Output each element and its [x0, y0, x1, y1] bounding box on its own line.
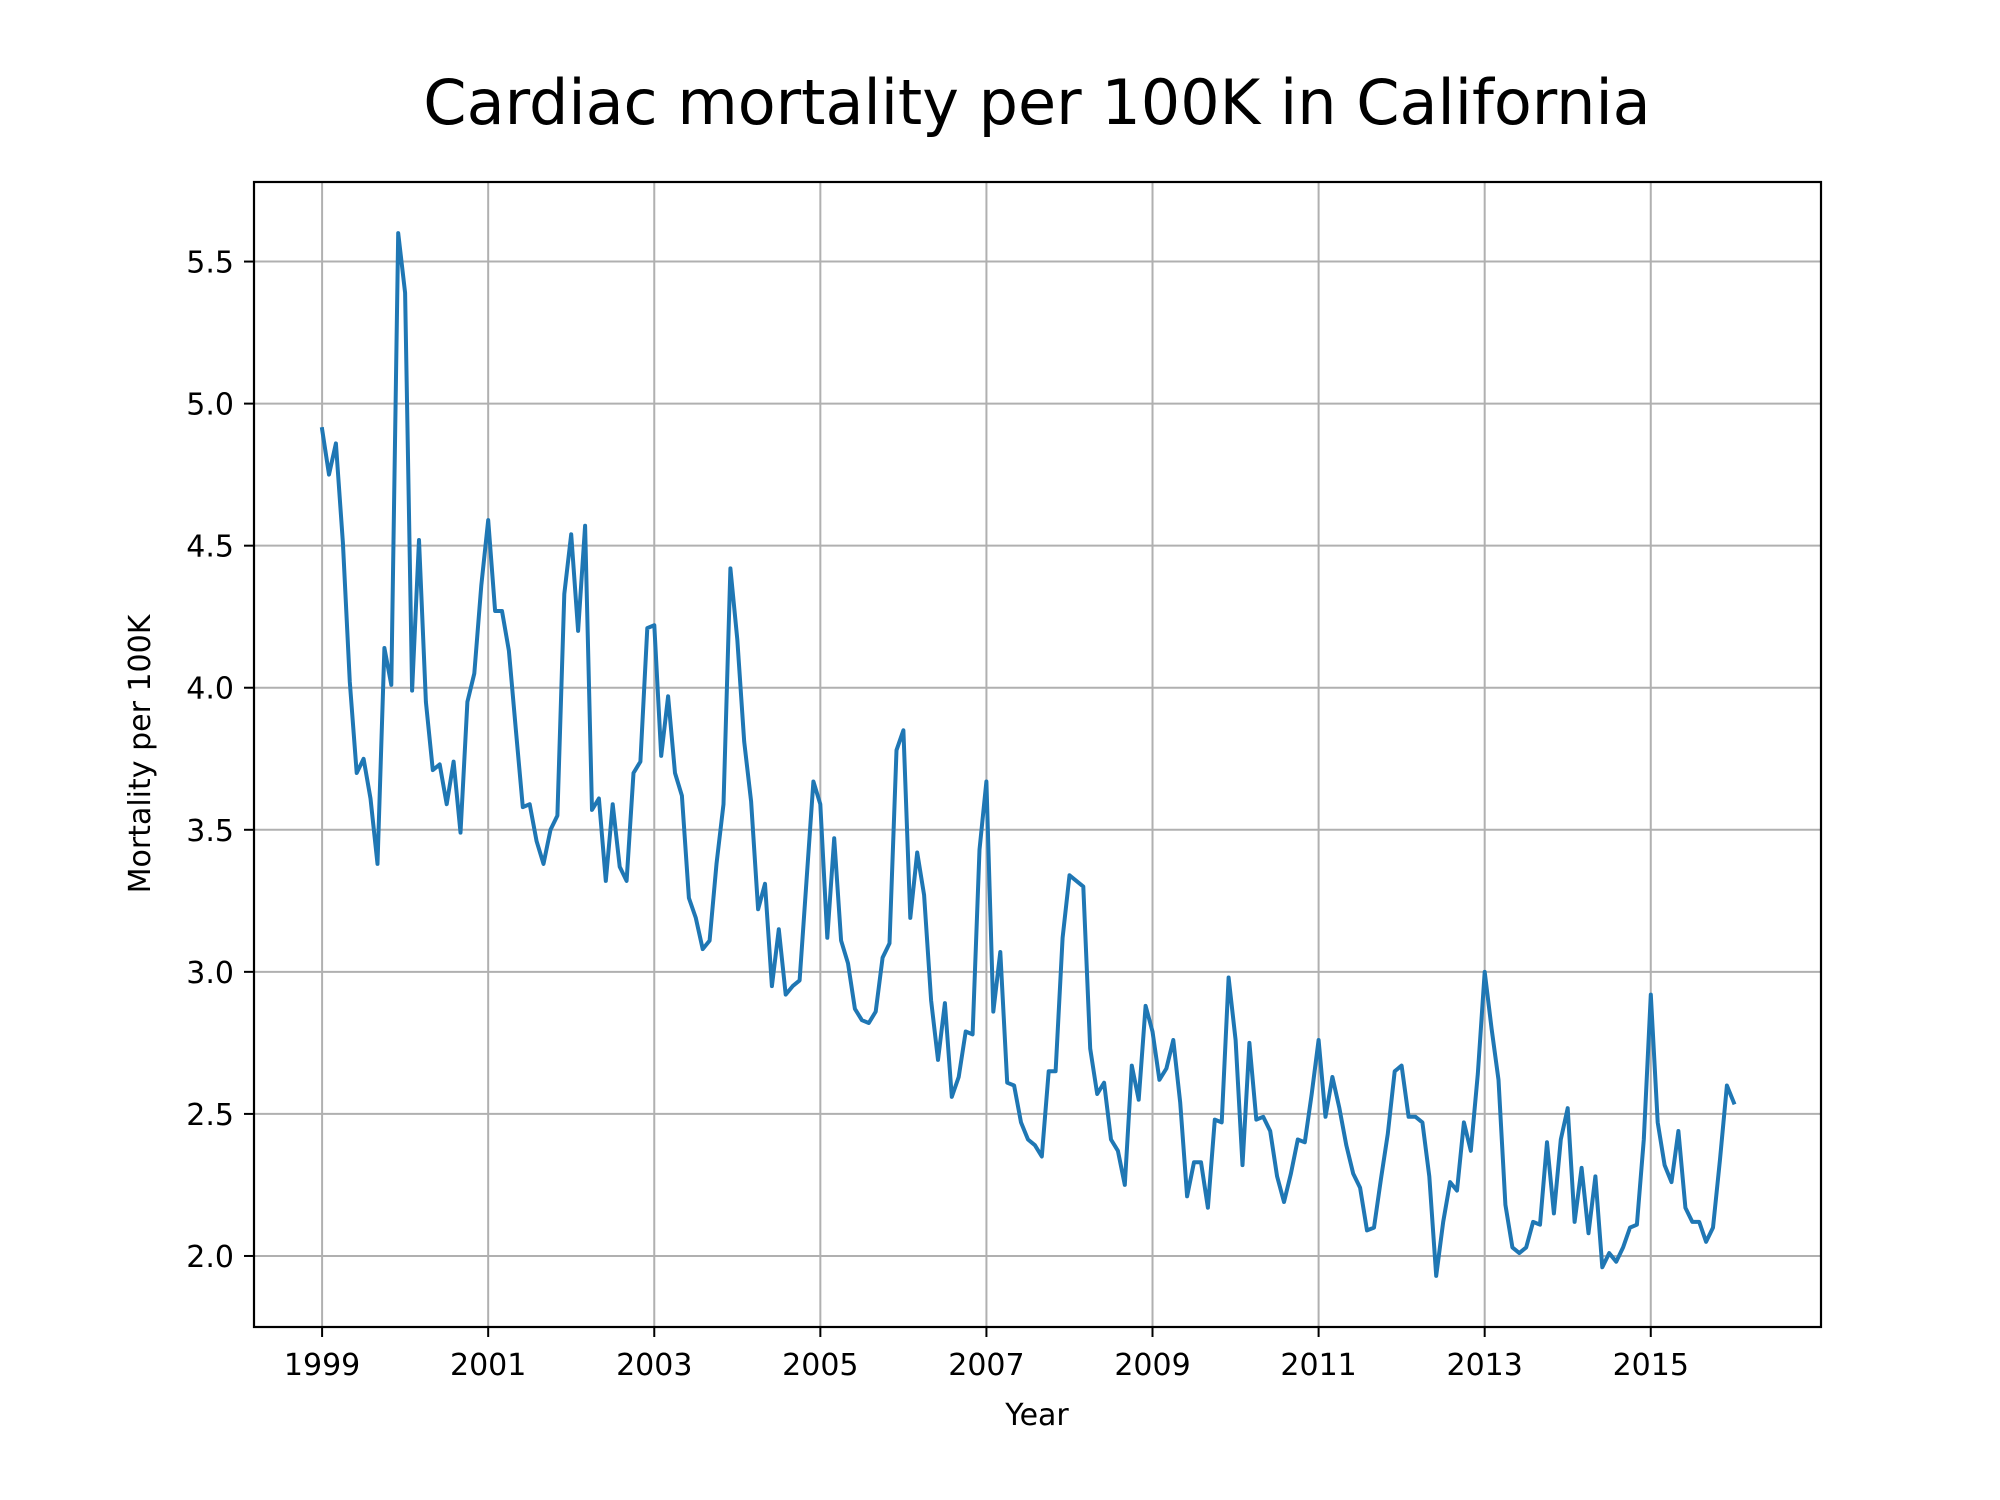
y-tick-label: 4.5 [186, 530, 234, 565]
grid-layer [254, 182, 1821, 1327]
x-tick-label: 1999 [284, 1348, 360, 1383]
x-tick-label: 2001 [450, 1348, 526, 1383]
y-tick-label: 5.0 [186, 388, 234, 423]
y-axis-label: Mortality per 100K [123, 613, 158, 893]
series-line [319, 231, 1737, 1278]
y-tick-label: 3.5 [186, 814, 234, 849]
y-tick-label: 5.5 [186, 246, 234, 281]
x-tick-label: 2003 [616, 1348, 692, 1383]
x-tick-label: 2015 [1613, 1348, 1689, 1383]
x-tick-label: 2007 [948, 1348, 1024, 1383]
y-tick-label: 3.0 [186, 956, 234, 991]
y-tick-label: 2.5 [186, 1098, 234, 1133]
y-tick-label: 2.0 [186, 1240, 234, 1275]
plot-frame [252, 180, 1823, 1329]
chart-title: Cardiac mortality per 100K in California [423, 66, 1650, 139]
x-axis-label: Year [1004, 1398, 1069, 1433]
x-tick-label: 2011 [1280, 1348, 1356, 1383]
y-tick-label: 4.0 [186, 672, 234, 707]
series-layer [319, 231, 1737, 1278]
x-tick-label: 2005 [782, 1348, 858, 1383]
x-tick-label: 2009 [1114, 1348, 1190, 1383]
tick-layer: 1999 2001 2003 2005 2007 2009 2011 2013 2015 2.0 2… [186, 246, 1689, 1383]
x-tick-label: 2013 [1447, 1348, 1523, 1383]
